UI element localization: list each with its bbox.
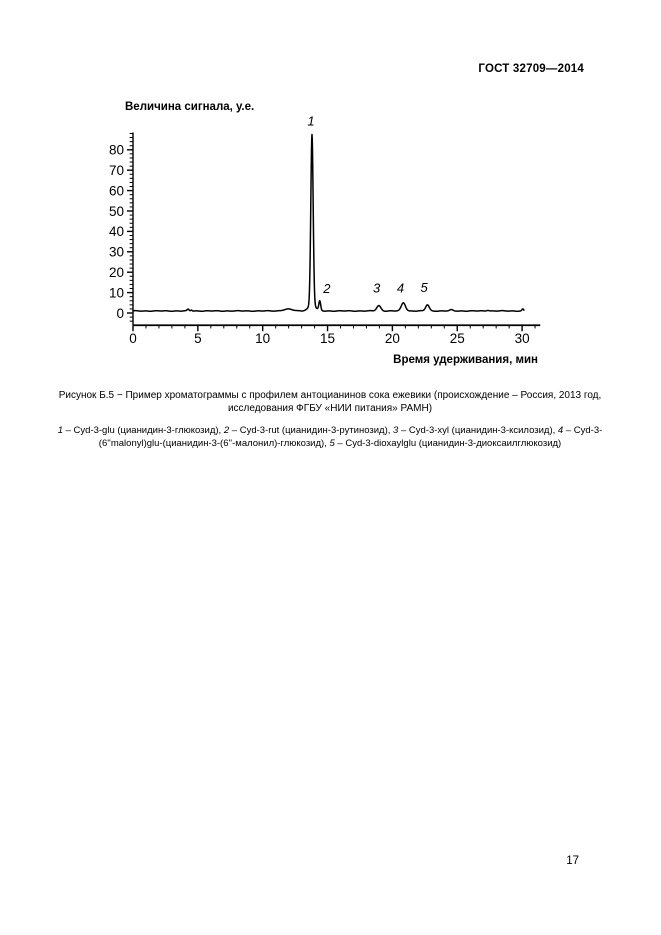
x-tick-label: 15	[320, 331, 335, 346]
legend-item-number: 2	[223, 425, 230, 436]
document-header: ГОСТ 32709—2014	[478, 63, 584, 75]
peak-label-5: 5	[421, 280, 429, 295]
legend-item-number: 5	[329, 438, 335, 449]
peak-label-4: 4	[397, 280, 404, 295]
legend-item-number: 4	[557, 425, 564, 436]
figure-legend: 1 – Cyd-3-glu (цианидин-3-глюкозид), 2 –…	[35, 424, 625, 450]
x-tick-label: 10	[255, 331, 270, 346]
chromatogram-chart: 0 5 10 15 20 25 30 0 10 20 30 40 50 60 70 80 1 2 3 4 5	[109, 114, 541, 346]
legend-item-text: – Cyd-3-xyl (цианидин-3-ксилозид),	[398, 425, 558, 436]
y-tick-label: 30	[109, 245, 124, 260]
x-axis-title: Время удерживания, мин	[393, 354, 538, 366]
page-number: 17	[566, 855, 579, 867]
x-tick-label: 0	[129, 331, 137, 346]
figure-caption: Рисунок Б.5 − Пример хроматограммы с про…	[58, 390, 602, 414]
x-tick-label: 30	[515, 331, 530, 346]
y-tick-label: 60	[109, 183, 124, 198]
x-tick-label: 25	[450, 331, 465, 346]
legend-item-text: – Cyd-3-rut (цианидин-3-рутинозид),	[229, 425, 394, 436]
y-tick-label: 50	[109, 204, 124, 219]
y-tick-label: 10	[109, 285, 124, 300]
y-tick-label: 20	[109, 265, 124, 280]
chromatogram-trace	[132, 133, 525, 313]
peak-label-3: 3	[373, 280, 381, 295]
y-tick-label: 0	[116, 306, 124, 321]
legend-item-text: – Cyd-3-(6''malonyl)glu-(цианидин-3-(6''…	[98, 425, 603, 449]
y-tick-label: 40	[109, 224, 124, 239]
peak-label-1: 1	[307, 114, 314, 129]
legend-item-text: – Cyd-3-glu (цианидин-3-глюкозид),	[62, 425, 224, 436]
peak-label-2: 2	[322, 281, 331, 296]
x-tick-label: 5	[194, 331, 202, 346]
y-tick-label: 70	[109, 163, 124, 178]
x-tick-label: 20	[385, 331, 400, 346]
legend-item-number: 3	[393, 425, 399, 436]
legend-item-number: 1	[57, 425, 63, 436]
y-axis-title: Величина сигнала, у.е.	[125, 101, 255, 113]
y-tick-label: 80	[109, 143, 124, 158]
legend-item-text: – Cyd-3-dioxaylglu (цианидин-3-диоксаилг…	[334, 438, 562, 449]
